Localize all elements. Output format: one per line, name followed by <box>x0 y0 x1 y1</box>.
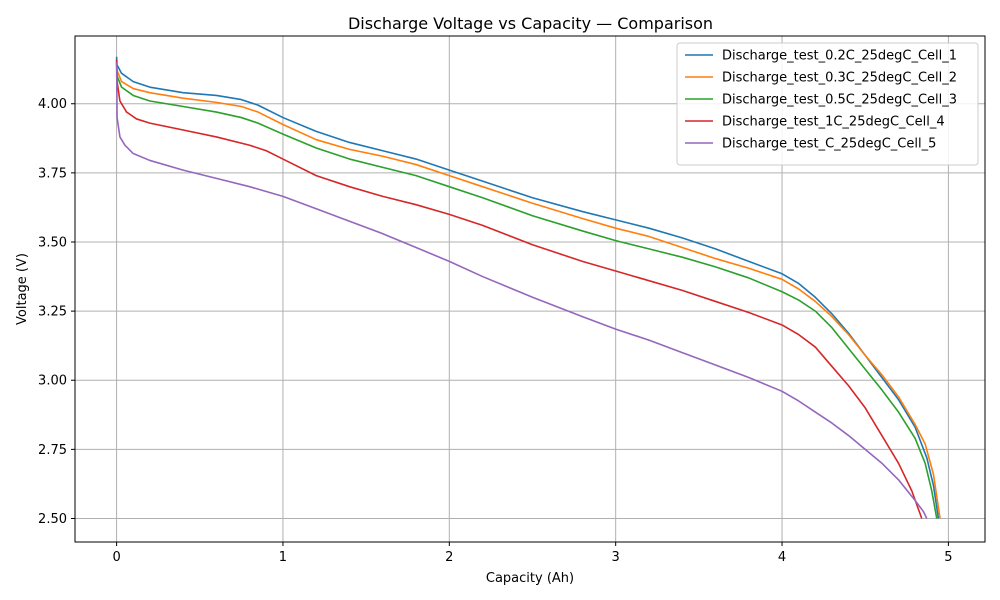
series-line-5 <box>115 62 928 519</box>
y-tick-label: 4.00 <box>38 97 67 112</box>
x-tick-label: 5 <box>944 550 952 565</box>
chart-title: Discharge Voltage vs Capacity — Comparis… <box>348 14 713 33</box>
legend-label: Discharge_test_C_25degC_Cell_5 <box>722 137 936 152</box>
legend-box <box>676 42 979 166</box>
y-tick-label: 3.25 <box>38 305 67 320</box>
y-tick-label: 3.75 <box>38 166 67 181</box>
series-line-3 <box>115 62 938 519</box>
x-tick-label: 0 <box>112 550 120 565</box>
legend-label: Discharge_test_0.5C_25degC_Cell_3 <box>722 93 957 108</box>
y-tick-label: 3.50 <box>38 235 67 250</box>
y-tick-label: 3.00 <box>38 374 67 389</box>
x-tick-label: 3 <box>612 550 620 565</box>
series-line-2 <box>115 59 941 519</box>
x-axis-label: Capacity (Ah) <box>486 571 574 586</box>
legend: Discharge_test_0.2C_25degC_Cell_1 Dischar… <box>676 42 979 166</box>
series-layer <box>115 56 941 519</box>
legend-label: Discharge_test_0.3C_25degC_Cell_2 <box>722 71 957 86</box>
x-tick-label: 4 <box>778 550 786 565</box>
x-tick-label: 2 <box>445 550 453 565</box>
plot-frame <box>74 35 986 543</box>
y-tick-label: 2.50 <box>38 512 67 527</box>
ticks: 0 1 2 3 4 5 2.50 2.75 3.00 3.25 3.50 3.75 4.00 <box>38 97 952 565</box>
legend-label: Discharge_test_1C_25degC_Cell_4 <box>722 115 945 130</box>
legend-label: Discharge_test_0.2C_25degC_Cell_1 <box>722 49 957 64</box>
x-tick-label: 1 <box>279 550 287 565</box>
y-tick-label: 2.75 <box>38 443 67 458</box>
series-line-4 <box>115 59 923 519</box>
y-axis-label: Voltage (V) <box>15 253 30 325</box>
